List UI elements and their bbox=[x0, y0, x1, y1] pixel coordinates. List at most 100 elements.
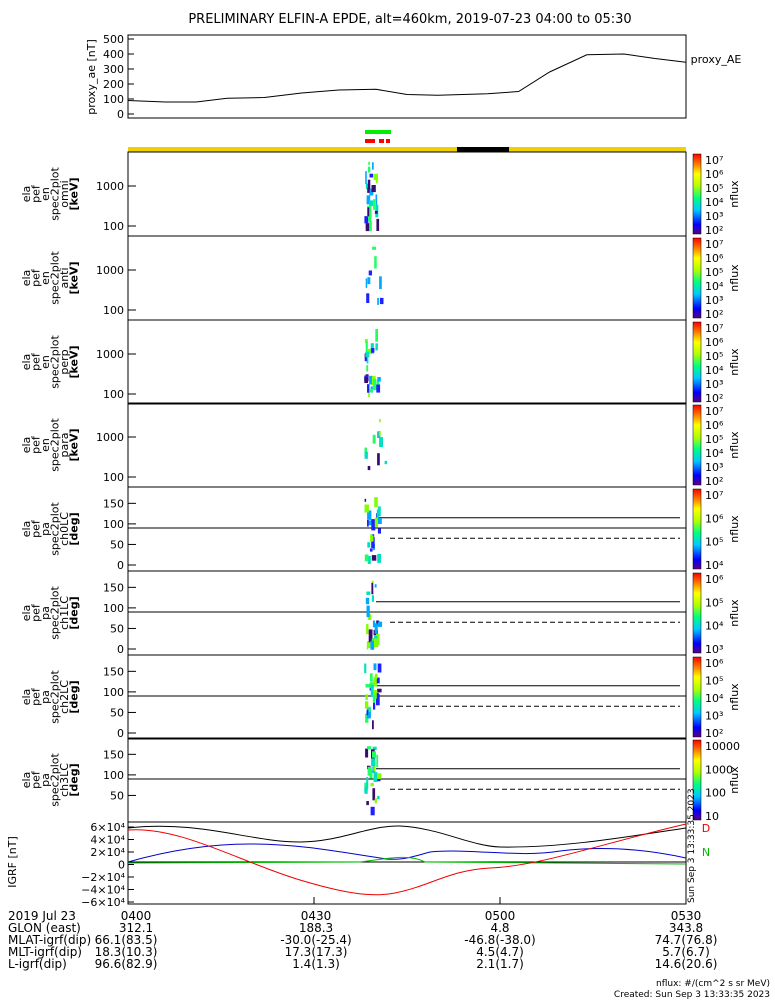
spectrogram-pixel bbox=[370, 782, 374, 787]
row-label-mlt: MLT-igrf(dip) bbox=[8, 945, 82, 959]
spectrogram-pixel bbox=[367, 348, 372, 354]
spectrogram-pixel bbox=[377, 297, 379, 305]
colorbar-tick-label: 10⁴ bbox=[705, 620, 724, 633]
colorbar-tick-label: 10⁵ bbox=[705, 266, 723, 279]
pa-panel-label: ela bbox=[20, 521, 33, 538]
spectrogram-pixel bbox=[374, 517, 378, 528]
spectrogram-pixel bbox=[372, 620, 376, 628]
spectrogram-pixel bbox=[371, 519, 376, 531]
pa-ytick-label: 100 bbox=[103, 769, 124, 782]
col3-l: 14.6(20.6) bbox=[655, 957, 718, 971]
spectrogram-pixel bbox=[377, 518, 382, 524]
pa-panel-label: pa bbox=[39, 606, 52, 620]
pa-panel-label: ch0LC bbox=[58, 512, 71, 546]
col3-mlat: 74.7(76.8) bbox=[655, 933, 718, 947]
pa-ytick-label: 50 bbox=[110, 538, 124, 551]
energy-panel-label: en bbox=[39, 187, 52, 201]
row-label-date: 2019 Jul 23 bbox=[8, 909, 76, 923]
spectrogram-pixel bbox=[367, 542, 371, 548]
spectrogram-pixel bbox=[365, 183, 370, 189]
spectrogram-pixel bbox=[366, 710, 369, 716]
igrf-down-curve bbox=[127, 823, 687, 896]
igrf-east-curve bbox=[127, 843, 687, 863]
energy-panel-label: pef bbox=[30, 184, 43, 203]
pa-colorbar bbox=[692, 739, 702, 821]
colorbar-tick-label: 10⁴ bbox=[705, 447, 724, 460]
colorbar-tick-label: 10³ bbox=[705, 294, 723, 307]
spectrogram-pixel bbox=[374, 256, 377, 269]
colorbar-tick-label: 10⁵ bbox=[705, 350, 723, 363]
colorbar-tick-label: 10² bbox=[705, 475, 723, 488]
colorbar-label: nflux bbox=[728, 431, 741, 459]
spectrogram-pixel bbox=[377, 688, 382, 693]
proxy-ae-ytick-label: 300 bbox=[103, 63, 124, 76]
spectrogram-pixel bbox=[371, 348, 375, 353]
pa-panel-label: ela bbox=[20, 772, 33, 789]
colorbar-label: nflux bbox=[728, 515, 741, 543]
spectrogram-pixel bbox=[373, 698, 376, 710]
spectrogram-pixel bbox=[378, 430, 381, 437]
spectrogram-pixel bbox=[373, 199, 376, 210]
energy-panel-label: pef bbox=[30, 352, 43, 371]
pa-ytick-label: 0 bbox=[117, 727, 124, 740]
spectrogram-pixel bbox=[367, 766, 372, 776]
col1-l: 1.4(1.3) bbox=[292, 957, 340, 971]
energy-panel-label: [keV] bbox=[68, 428, 81, 461]
colorbar-tick-label: 10² bbox=[705, 392, 723, 405]
spectrogram-pixel bbox=[367, 510, 372, 520]
igrf-north-curve bbox=[127, 856, 687, 865]
pa-panel-label: spec2plot bbox=[49, 753, 62, 807]
colorbar-tick-label: 10⁵ bbox=[705, 675, 723, 688]
colorbar-tick-label: 10⁶ bbox=[705, 168, 724, 181]
spectrogram-pixel bbox=[364, 451, 368, 459]
col0-mlat: 66.1(83.5) bbox=[95, 933, 158, 947]
pa-panel-label: pef bbox=[30, 687, 43, 706]
spectrogram-pixel bbox=[372, 751, 376, 758]
colorbar-tick-label: 10³ bbox=[705, 710, 723, 723]
energy-panel-label: omni bbox=[58, 180, 71, 207]
col1-time: 0430 bbox=[301, 909, 332, 923]
spectrogram-pixel bbox=[376, 509, 379, 519]
spectrogram-pixel bbox=[375, 329, 378, 342]
spectrogram-pixel bbox=[368, 161, 370, 165]
spectrogram-pixel bbox=[372, 695, 376, 703]
sunlight-bar bbox=[128, 147, 686, 152]
pa-panel-label: pef bbox=[30, 603, 43, 622]
pa-panel-frame bbox=[127, 654, 687, 740]
colorbar-tick-label: 10⁶ bbox=[705, 512, 724, 525]
colorbar-label: nflux bbox=[728, 683, 741, 711]
energy-panel-label: ela bbox=[20, 186, 33, 203]
spectrogram-pixel bbox=[365, 713, 369, 723]
igrf-total-curve bbox=[127, 825, 687, 848]
colorbar-tick-label: 10⁶ bbox=[705, 336, 724, 349]
pa-panel-label: spec2plot bbox=[49, 502, 62, 556]
spectrogram-pixel bbox=[377, 795, 380, 800]
pa-ytick-label: 100 bbox=[103, 602, 124, 615]
energy-panel-frame bbox=[127, 402, 687, 488]
energy-panel-label: en bbox=[39, 355, 52, 369]
spectrogram-pixel bbox=[365, 278, 368, 288]
row-label-mlat: MLAT-igrf(dip) bbox=[8, 933, 91, 947]
spectrogram-pixel bbox=[367, 466, 371, 471]
colorbar-tick-label: 100 bbox=[705, 787, 726, 800]
spectrogram-pixel bbox=[374, 584, 377, 588]
pa-panel-label: [deg] bbox=[68, 763, 81, 796]
energy-panel-label: en bbox=[39, 271, 52, 285]
spectrogram-pixel bbox=[371, 595, 374, 602]
colorbar-tick-label: 10⁴ bbox=[705, 196, 724, 209]
spectrogram-pixel bbox=[368, 270, 372, 276]
igrf-legend-n: N bbox=[702, 846, 710, 859]
proxy-ae-line bbox=[127, 53, 687, 103]
spectrogram-pixel bbox=[365, 171, 367, 185]
spectrogram-pixel bbox=[370, 685, 374, 697]
spectrogram-pixel bbox=[364, 663, 367, 674]
energy-colorbar bbox=[692, 237, 702, 319]
spectrogram-pixel bbox=[367, 641, 371, 648]
colorbar-tick-label: 10000 bbox=[705, 740, 740, 753]
spectrogram-pixel bbox=[376, 620, 380, 626]
pa-ytick-label: 150 bbox=[103, 497, 124, 510]
spectrogram-pixel bbox=[379, 419, 381, 423]
energy-panel-label: ela bbox=[20, 270, 33, 287]
pa-ytick-label: 50 bbox=[110, 789, 124, 802]
